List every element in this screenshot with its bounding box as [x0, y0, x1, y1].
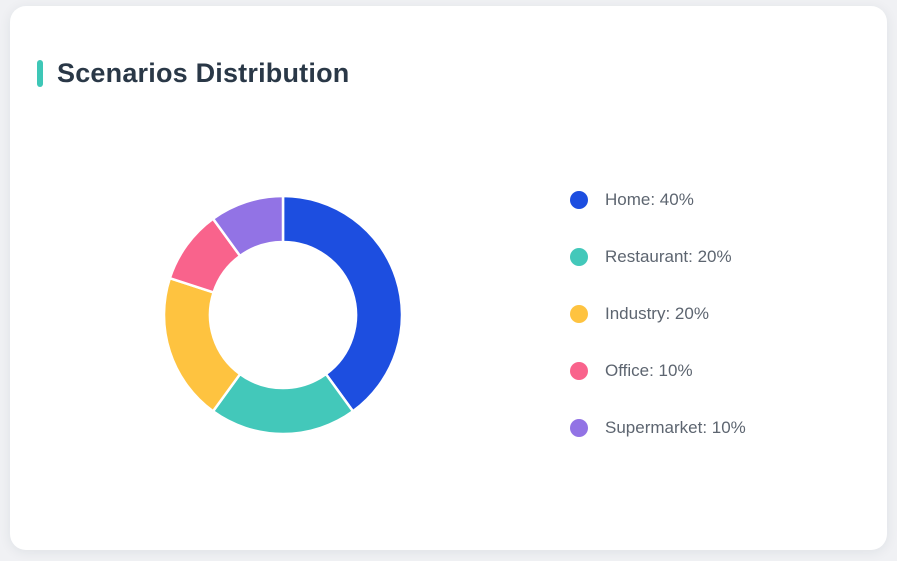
legend-marker-industry — [570, 305, 588, 323]
legend-label-office: Office: 10% — [605, 361, 693, 380]
legend-item-supermarket[interactable]: Supermarket: 10% — [570, 414, 746, 442]
page-title: Scenarios Distribution — [57, 58, 350, 88]
legend-label-supermarket: Supermarket: 10% — [605, 418, 746, 437]
legend-item-restaurant[interactable]: Restaurant: 20% — [570, 243, 746, 271]
legend-item-home[interactable]: Home: 40% — [570, 186, 746, 214]
legend-marker-supermarket — [570, 419, 588, 437]
donut-chart — [162, 194, 404, 436]
legend-label-industry: Industry: 20% — [605, 304, 709, 323]
legend-item-office[interactable]: Office: 10% — [570, 357, 746, 385]
legend-item-industry[interactable]: Industry: 20% — [570, 300, 746, 328]
donut-segment-supermarket[interactable] — [211, 194, 285, 258]
legend-label-restaurant: Restaurant: 20% — [605, 247, 732, 266]
donut-segment-industry[interactable] — [162, 276, 242, 413]
chart-legend: Home: 40% Restaurant: 20% Industry: 20% Off… — [570, 186, 746, 442]
card-header: Scenarios Distribution — [37, 58, 349, 89]
donut-segment-home[interactable] — [281, 194, 404, 413]
legend-marker-home — [570, 191, 588, 209]
title-accent-bar — [37, 60, 43, 87]
legend-marker-restaurant — [570, 248, 588, 266]
scenarios-distribution-card: Scenarios Distribution Home: 40% Restaura… — [10, 6, 887, 550]
legend-label-home: Home: 40% — [605, 190, 694, 209]
legend-marker-office — [570, 362, 588, 380]
